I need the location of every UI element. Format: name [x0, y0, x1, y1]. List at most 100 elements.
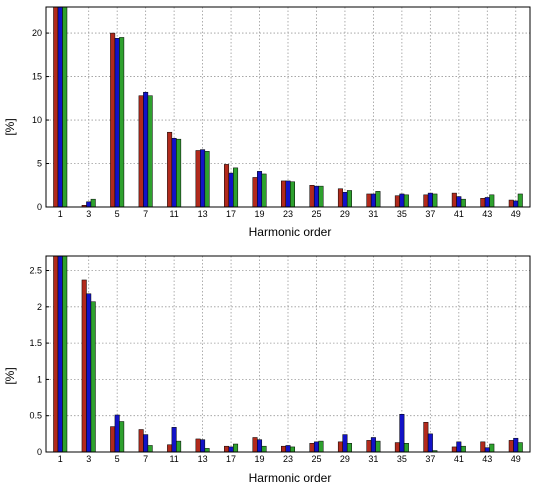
x-tick-label: 23 [283, 209, 293, 219]
bar [147, 445, 153, 453]
bar [484, 447, 490, 453]
x-tick-label: 17 [226, 209, 236, 219]
bar [171, 427, 177, 453]
bar [290, 181, 295, 208]
bar [147, 95, 153, 208]
bar [513, 437, 519, 453]
bar [200, 439, 206, 453]
y-tick-label: 10 [32, 115, 42, 125]
x-tick-label: 49 [511, 454, 521, 464]
bar [460, 198, 466, 208]
bar [228, 172, 234, 208]
bar [119, 37, 125, 208]
bar [451, 446, 457, 453]
x-tick-label: 13 [198, 209, 208, 219]
x-tick-label: 31 [368, 454, 378, 464]
x-tick-label: 5 [115, 209, 120, 219]
bar [195, 438, 201, 453]
bar [318, 440, 324, 453]
x-tick-label: 3 [86, 454, 91, 464]
bar [57, 255, 63, 453]
bar [261, 173, 267, 208]
x-tick-label: 37 [425, 209, 435, 219]
x-tick-label: 1 [58, 454, 63, 464]
bottom-y-axis-label: [%] [3, 367, 17, 384]
bar [114, 414, 120, 453]
bar [451, 192, 457, 208]
bar [394, 442, 400, 453]
bar [517, 193, 523, 208]
x-tick-label: 31 [368, 209, 378, 219]
bar [337, 441, 343, 453]
bar [370, 193, 376, 208]
bar [224, 445, 230, 453]
x-tick-label: 11 [169, 454, 178, 464]
top-bars [53, 6, 523, 208]
top-plot-area [46, 7, 530, 207]
bottom-plot-border [45, 255, 531, 453]
x-tick-label: 43 [482, 454, 492, 464]
bar [375, 191, 381, 208]
x-tick-label: 49 [511, 209, 521, 219]
bar [342, 191, 348, 208]
bar [423, 194, 429, 208]
x-tick-label: 23 [283, 454, 293, 464]
bar [427, 192, 433, 208]
bar [62, 6, 68, 208]
bar [281, 445, 286, 453]
bar [261, 445, 267, 453]
bar [432, 193, 438, 208]
bar [143, 91, 149, 208]
bar [423, 421, 429, 453]
bar [114, 38, 120, 208]
bar [489, 194, 495, 208]
x-tick-label: 29 [340, 454, 350, 464]
bar [342, 434, 348, 453]
y-tick-label: 0 [37, 202, 42, 212]
bar [200, 149, 206, 208]
bar [138, 95, 144, 208]
bar [508, 440, 514, 453]
y-tick-label: 1 [37, 374, 42, 384]
bar [143, 434, 149, 453]
bar [171, 138, 177, 208]
x-tick-label: 25 [311, 209, 321, 219]
x-tick-label: 29 [340, 209, 350, 219]
bar [110, 426, 116, 453]
bar [167, 444, 173, 453]
y-tick-label: 5 [37, 159, 42, 169]
x-tick-label: 17 [226, 454, 236, 464]
y-tick-label: 1.5 [29, 338, 42, 348]
top-y-axis-label: [%] [3, 118, 17, 135]
bar [138, 429, 144, 453]
bar [313, 185, 319, 208]
bar [375, 440, 381, 453]
bar [484, 197, 490, 208]
top-x-ticks: 1 3 5 7 11 13 17 19 23 25 29 31 35 37 41 43 49 [58, 209, 521, 219]
bar [313, 441, 319, 453]
bar [81, 279, 87, 453]
y-tick-label: 20 [32, 28, 42, 38]
bar [285, 445, 291, 453]
bar [399, 193, 405, 208]
bar [257, 439, 263, 453]
y-tick-label: 15 [32, 72, 42, 82]
x-tick-label: 5 [115, 454, 120, 464]
bar [86, 201, 92, 208]
bar [480, 441, 486, 453]
bar [176, 138, 182, 208]
bar [337, 188, 343, 208]
bar [195, 150, 201, 208]
x-tick-label: 11 [169, 209, 178, 219]
x-tick-label: 41 [454, 209, 464, 219]
x-tick-label: 19 [255, 454, 265, 464]
bar [119, 421, 125, 453]
x-tick-label: 3 [86, 209, 91, 219]
bar [57, 6, 63, 208]
x-tick-label: 19 [255, 209, 265, 219]
bar [517, 442, 523, 453]
bar [394, 195, 400, 208]
bar [110, 32, 116, 208]
